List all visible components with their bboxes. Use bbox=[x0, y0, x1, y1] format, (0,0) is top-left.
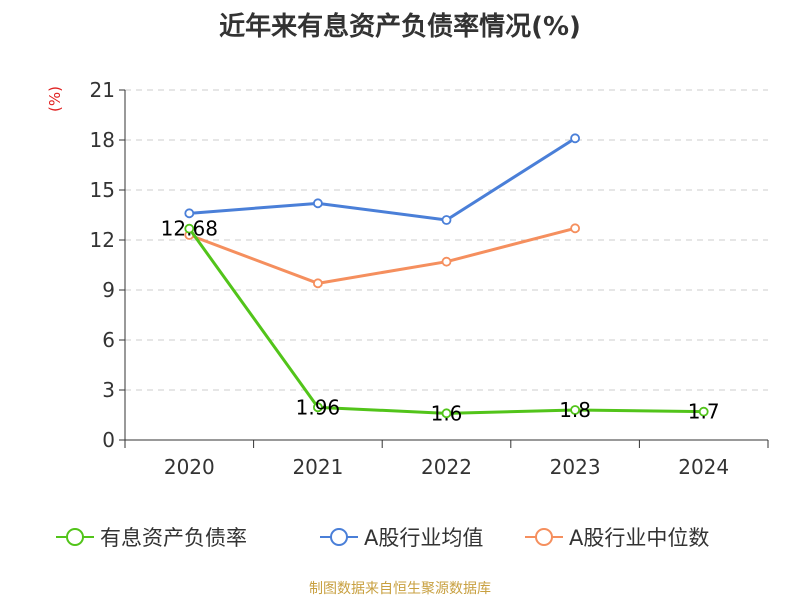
series-line-2 bbox=[187, 136, 577, 222]
data-point-series-2 bbox=[570, 133, 580, 144]
legend-label-series-1: 有息资产负债率 bbox=[100, 526, 247, 550]
y-tick-label: 12 bbox=[90, 228, 115, 252]
x-tick-label: 2022 bbox=[421, 455, 472, 479]
series-lines bbox=[184, 133, 709, 419]
data-point-series-1 bbox=[698, 406, 709, 417]
data-point-series-1 bbox=[184, 223, 195, 234]
data-point-series-1 bbox=[570, 405, 580, 415]
data-labels: 12.68 1.96 1.6 1.8 1.7 bbox=[161, 217, 720, 426]
legend-item-series-1[interactable]: 有息资产负债率 bbox=[56, 520, 247, 554]
y-tick-label: 21 bbox=[90, 78, 115, 102]
x-tick-label: 2023 bbox=[550, 455, 601, 479]
x-tick-label: 2024 bbox=[678, 455, 729, 479]
legend-marker-series-1 bbox=[66, 528, 84, 546]
data-point-series-2 bbox=[441, 215, 452, 225]
y-tick-label: 15 bbox=[90, 178, 115, 202]
axes: 0 3 6 9 12 15 18 21 2020 2021 2022 2023 2024 bbox=[90, 78, 769, 479]
data-point-series-1 bbox=[312, 402, 323, 413]
y-tick-label: 18 bbox=[90, 128, 115, 152]
x-tick-label: 2020 bbox=[164, 455, 215, 479]
data-label: 1.6 bbox=[431, 401, 463, 425]
chart-title: 近年来有息资产负债率情况(%) bbox=[219, 12, 581, 42]
legend-swatch-series-3 bbox=[525, 520, 563, 554]
series-line-3 bbox=[187, 226, 577, 285]
data-point-series-1 bbox=[441, 408, 452, 419]
data-point-series-3 bbox=[441, 256, 452, 267]
legend-item-series-3[interactable]: A股行业中位数 bbox=[525, 520, 709, 554]
grid-lines bbox=[125, 89, 768, 391]
y-tick-label: 6 bbox=[102, 328, 115, 352]
legend-swatch-series-1 bbox=[56, 520, 94, 554]
data-point-series-3 bbox=[312, 278, 323, 289]
y-tick-label: 9 bbox=[102, 278, 115, 302]
data-point-series-2 bbox=[312, 198, 323, 209]
legend-label-series-3: A股行业中位数 bbox=[569, 526, 710, 550]
data-point-series-3 bbox=[570, 223, 580, 234]
source-note: 制图数据来自恒生聚源数据库 bbox=[309, 581, 491, 597]
legend-marker-series-3 bbox=[535, 528, 553, 546]
data-label: 1.96 bbox=[296, 395, 341, 419]
y-tick-label: 0 bbox=[102, 428, 115, 452]
series-line-1 bbox=[187, 227, 706, 415]
y-tick-label: 3 bbox=[102, 378, 115, 402]
data-label: 1.7 bbox=[688, 400, 720, 424]
legend-item-series-2[interactable]: A股行业均值 bbox=[320, 520, 483, 554]
data-point-series-2 bbox=[184, 208, 195, 219]
legend-marker-series-2 bbox=[330, 528, 348, 546]
legend: 有息资产负债率 A股行业均值 A股行业中位数 bbox=[0, 520, 800, 554]
x-tick-label: 2021 bbox=[292, 455, 343, 479]
legend-swatch-series-2 bbox=[320, 520, 358, 554]
data-label: 12.68 bbox=[161, 217, 218, 241]
data-label: 1.8 bbox=[559, 398, 591, 422]
legend-label-series-2: A股行业均值 bbox=[364, 526, 484, 550]
